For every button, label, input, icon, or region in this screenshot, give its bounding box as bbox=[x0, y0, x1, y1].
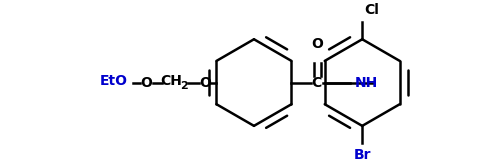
Text: Br: Br bbox=[353, 148, 370, 162]
Text: Cl: Cl bbox=[363, 3, 378, 17]
Text: 2: 2 bbox=[180, 81, 187, 91]
Text: O: O bbox=[140, 76, 152, 90]
Text: CH: CH bbox=[160, 74, 182, 88]
Text: NH: NH bbox=[354, 76, 377, 90]
Text: C: C bbox=[311, 76, 321, 90]
Text: O: O bbox=[199, 76, 211, 90]
Text: O: O bbox=[311, 37, 323, 51]
Text: EtO: EtO bbox=[100, 74, 127, 88]
